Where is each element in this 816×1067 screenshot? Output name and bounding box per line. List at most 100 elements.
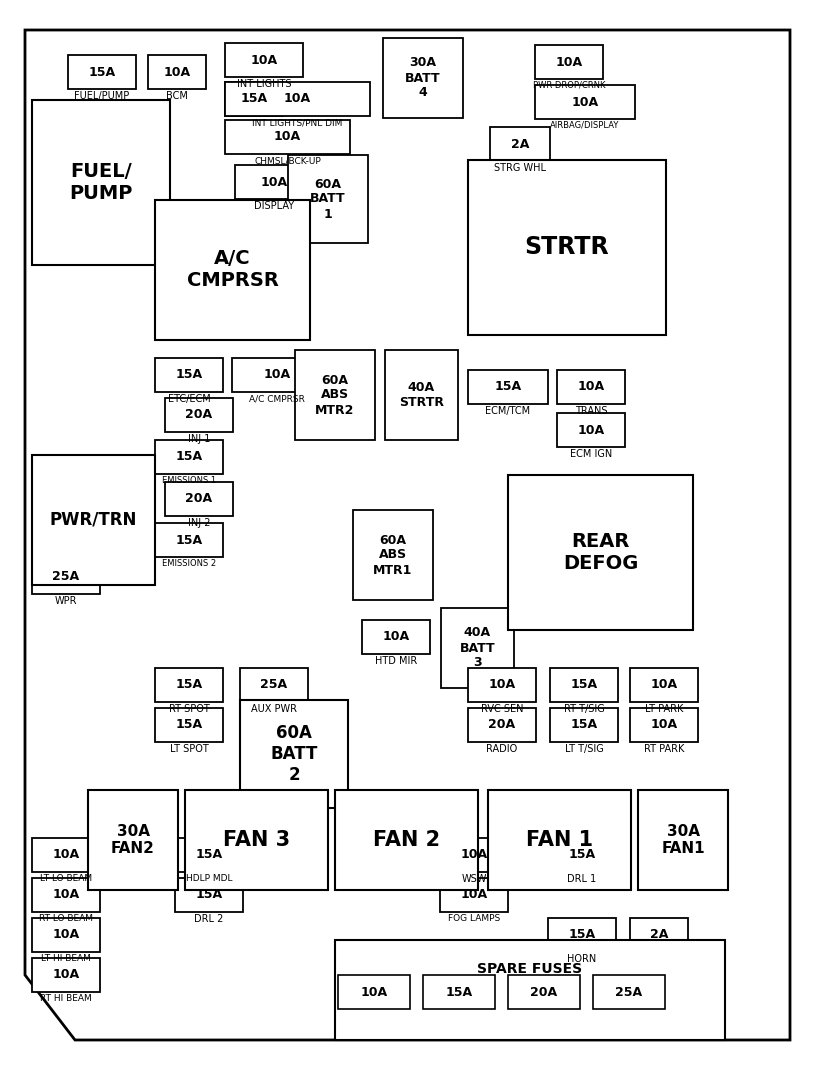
Bar (155, 668, 223, 702)
Text: 10A: 10A (460, 848, 488, 861)
Bar (155, 200, 310, 340)
Bar (148, 55, 206, 89)
Text: 20A: 20A (185, 409, 212, 421)
Text: LT HI BEAM: LT HI BEAM (41, 954, 91, 964)
Text: 15A: 15A (569, 848, 596, 861)
Text: 60A
BATT
2: 60A BATT 2 (270, 724, 317, 784)
Text: INT LIGHTS/PNL DIM: INT LIGHTS/PNL DIM (252, 118, 343, 127)
Bar (550, 708, 618, 742)
Bar (32, 560, 100, 594)
Text: 20A: 20A (530, 986, 557, 999)
Bar (165, 398, 233, 432)
Text: 60A
ABS
MTR2: 60A ABS MTR2 (315, 373, 355, 416)
Text: 15A: 15A (196, 848, 223, 861)
Bar (441, 608, 514, 688)
Text: ECM/TCM: ECM/TCM (486, 407, 530, 416)
Text: 25A: 25A (52, 571, 80, 584)
Text: 10A: 10A (650, 679, 677, 691)
Text: 25A: 25A (260, 679, 287, 691)
Bar (557, 370, 625, 404)
Text: SPARE FUSES: SPARE FUSES (477, 962, 583, 976)
Text: 40A
STRTR: 40A STRTR (399, 381, 444, 409)
Text: RT PARK: RT PARK (644, 744, 684, 754)
Text: 10A: 10A (571, 96, 599, 109)
Bar (32, 455, 155, 585)
Text: ECM IGN: ECM IGN (570, 449, 612, 459)
Text: 15A: 15A (569, 928, 596, 941)
Bar (383, 38, 463, 118)
Text: 30A
FAN1: 30A FAN1 (661, 824, 705, 856)
Bar (557, 413, 625, 447)
Text: CHMSL/BCK-UP: CHMSL/BCK-UP (254, 156, 321, 165)
Bar (550, 668, 618, 702)
Text: 15A: 15A (175, 450, 202, 463)
Text: 15A: 15A (241, 93, 268, 106)
Text: 40A
BATT
3: 40A BATT 3 (459, 626, 495, 669)
Text: AIRBAG/DISPLAY: AIRBAG/DISPLAY (550, 121, 619, 130)
Text: RT LO BEAM: RT LO BEAM (39, 914, 93, 923)
Bar (225, 82, 283, 116)
Bar (32, 918, 100, 952)
Bar (353, 510, 433, 600)
Text: 10A: 10A (489, 679, 516, 691)
Bar (362, 620, 430, 654)
Text: 15A: 15A (570, 718, 597, 732)
Bar (155, 440, 223, 474)
Text: 15A: 15A (175, 534, 202, 546)
Text: A/C CMPRSR: A/C CMPRSR (249, 394, 305, 403)
Bar (593, 975, 665, 1009)
Text: FUEL/
PUMP: FUEL/ PUMP (69, 162, 133, 203)
Text: 10A: 10A (460, 889, 488, 902)
Bar (630, 708, 698, 742)
Text: STRTR: STRTR (525, 236, 610, 259)
Bar (335, 790, 478, 890)
Text: 10A: 10A (52, 848, 80, 861)
Bar (335, 940, 725, 1040)
Text: ETC/ECM: ETC/ECM (167, 394, 211, 404)
Text: 15A: 15A (175, 679, 202, 691)
Bar (240, 700, 348, 808)
Bar (385, 350, 458, 440)
Text: FAN 1: FAN 1 (526, 830, 593, 850)
Text: 15A: 15A (196, 889, 223, 902)
Bar (490, 127, 550, 161)
Text: 15A: 15A (446, 986, 472, 999)
Bar (638, 790, 728, 890)
Text: LT SPOT: LT SPOT (170, 744, 208, 754)
Text: FOG LAMPS: FOG LAMPS (448, 914, 500, 923)
Bar (155, 523, 223, 557)
Bar (468, 668, 536, 702)
Text: DISPLAY: DISPLAY (254, 201, 294, 211)
Bar (32, 958, 100, 992)
Bar (175, 878, 243, 912)
Text: 10A: 10A (274, 130, 301, 143)
Text: LT T/SIG: LT T/SIG (565, 744, 603, 754)
Bar (468, 708, 536, 742)
Text: EMISSIONS 1: EMISSIONS 1 (162, 476, 216, 485)
Text: 10A: 10A (578, 424, 605, 436)
Text: 10A: 10A (251, 53, 277, 66)
Text: 10A: 10A (52, 969, 80, 982)
Text: 15A: 15A (175, 718, 202, 732)
Bar (185, 790, 328, 890)
Text: INT LIGHTS: INT LIGHTS (237, 79, 291, 89)
Bar (235, 165, 313, 200)
Text: FUEL/PUMP: FUEL/PUMP (74, 91, 130, 101)
Text: FAN 2: FAN 2 (373, 830, 440, 850)
Bar (508, 975, 580, 1009)
Bar (175, 838, 243, 872)
Text: DRL 2: DRL 2 (194, 914, 224, 924)
Bar (225, 120, 350, 154)
Bar (225, 43, 303, 77)
Text: REAR
DEFOG: REAR DEFOG (563, 532, 638, 573)
Bar (508, 475, 693, 630)
Text: 10A: 10A (361, 986, 388, 999)
Bar (155, 708, 223, 742)
Text: 10A: 10A (650, 718, 677, 732)
Bar (32, 838, 100, 872)
Bar (32, 100, 170, 265)
Bar (155, 359, 223, 392)
Text: 10A: 10A (578, 381, 605, 394)
Text: 25A: 25A (615, 986, 642, 999)
Text: 30A
FAN2: 30A FAN2 (111, 824, 155, 856)
